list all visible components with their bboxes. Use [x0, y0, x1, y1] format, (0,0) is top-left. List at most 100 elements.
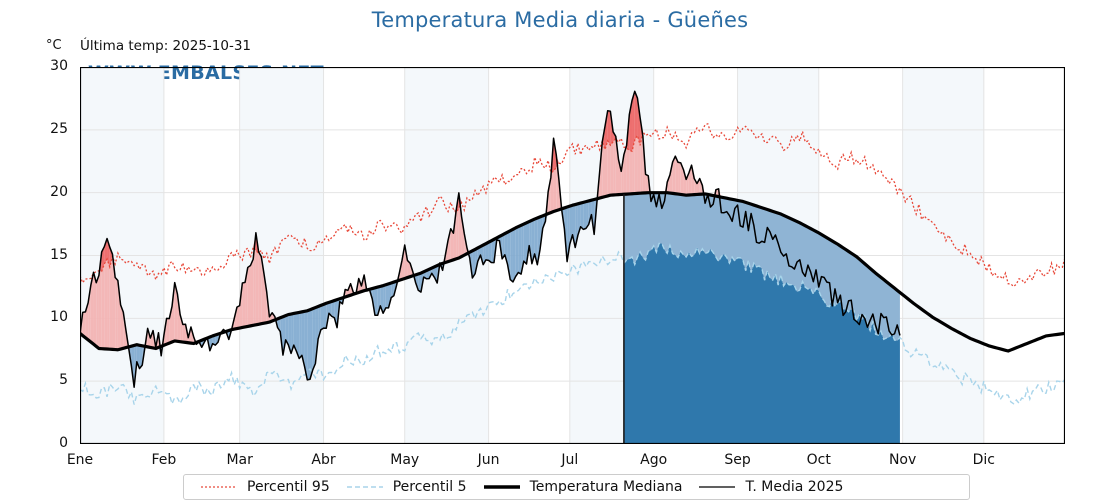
anomaly-cold-fill [315, 306, 319, 364]
anomaly-warm-fill [98, 251, 102, 349]
y-tick-label: 20 [50, 183, 68, 200]
anomaly-warm-fill [180, 314, 183, 343]
plot-frame [80, 67, 1065, 444]
anomaly-warm-fill [250, 259, 254, 326]
anomaly-warm-fill [618, 159, 622, 195]
anomaly-warm-fill [645, 174, 649, 193]
anomaly-warm-fill [90, 272, 94, 345]
anomaly-cold-fill [323, 303, 327, 329]
anomaly-warm-fill [458, 192, 462, 259]
legend-label: Percentil 95 [247, 479, 330, 495]
anomaly-warm-fill [548, 177, 551, 214]
anomaly-cold-fill [293, 312, 297, 352]
anomaly-warm-fill [109, 247, 113, 350]
anomaly-cold-fill [477, 246, 481, 262]
anomaly-cold-fill [296, 312, 300, 359]
anomaly-cold-fill [523, 222, 527, 265]
anomaly-cold-fill [312, 307, 316, 370]
anomaly-warm-fill [613, 131, 616, 196]
last-temp-label: Última temp: 2025-10-31 [80, 38, 252, 54]
x-tick-label: Jun [477, 452, 500, 468]
anomaly-warm-fill [172, 282, 175, 343]
anomaly-warm-fill [699, 178, 703, 195]
anomaly-warm-fill [115, 277, 118, 350]
anomaly-warm-fill [407, 260, 411, 278]
y-tick-label: 5 [59, 372, 68, 389]
anomaly-warm-fill [177, 293, 181, 342]
legend-item[interactable]: Percentil 5 [330, 475, 467, 499]
anomaly-cold-fill [291, 313, 294, 354]
anomaly-cold-fill [534, 217, 538, 265]
anomaly-cold-fill [334, 299, 338, 328]
anomaly-warm-fill [680, 162, 684, 195]
anomaly-cold-fill [139, 345, 143, 369]
anomaly-warm-fill [264, 273, 267, 324]
y-tick-label: 0 [59, 435, 68, 451]
median-to-p5-fill [623, 192, 900, 341]
legend-swatch-icon [346, 486, 383, 488]
anomaly-extreme-fill [453, 209, 457, 213]
anomaly-cold-fill [502, 233, 505, 259]
anomaly-warm-fill [120, 304, 124, 350]
anomaly-cold-fill [588, 200, 592, 225]
anomaly-warm-fill [596, 172, 600, 199]
anomaly-cold-fill [282, 315, 286, 356]
anomaly-warm-fill [93, 272, 97, 347]
anomaly-cold-fill [328, 301, 332, 317]
x-tick-label: Jul [561, 452, 579, 468]
anomaly-warm-fill [174, 282, 178, 342]
anomaly-cold-fill [331, 300, 335, 318]
y-axis-unit-label: °C [46, 38, 62, 53]
legend-label: T. Media 2025 [745, 479, 844, 495]
anomaly-extreme-fill [101, 246, 105, 272]
anomaly-cold-fill [212, 335, 216, 346]
x-tick-label: Sep [724, 452, 751, 468]
legend-item[interactable]: Percentil 95 [184, 475, 330, 499]
anomaly-warm-fill [675, 156, 679, 195]
anomaly-cold-fill [304, 310, 308, 380]
legend-swatch-icon [699, 486, 736, 488]
chart-svg [80, 67, 1065, 444]
x-tick-label: Ene [66, 452, 94, 468]
anomaly-warm-fill [615, 136, 619, 195]
anomaly-warm-fill [402, 245, 405, 280]
legend-swatch-icon [483, 485, 520, 489]
anomaly-warm-fill [82, 311, 86, 338]
anomaly-warm-fill [101, 246, 105, 349]
anomaly-warm-fill [448, 228, 451, 262]
x-tick-label: Ago [640, 452, 668, 468]
legend-item[interactable]: Temperatura Mediana [467, 475, 682, 499]
anomaly-cold-fill [529, 220, 532, 264]
x-tick-label: Oct [806, 452, 831, 468]
anomaly-warm-fill [404, 245, 408, 279]
anomaly-cold-fill [374, 287, 378, 316]
legend-label: Percentil 5 [392, 479, 467, 495]
anomaly-warm-fill [247, 265, 251, 327]
anomaly-cold-fill [485, 242, 489, 261]
series-line-percentil-5 [80, 242, 1065, 406]
y-tick-label: 10 [50, 309, 68, 326]
anomaly-warm-fill [691, 165, 695, 195]
anomaly-warm-fill [96, 275, 99, 349]
anomaly-cold-fill [320, 304, 324, 330]
x-tick-label: May [390, 452, 420, 468]
legend-item[interactable]: T. Media 2025 [682, 475, 843, 499]
x-tick-label: Abr [311, 452, 336, 468]
anomaly-cold-fill [491, 239, 495, 263]
anomaly-cold-fill [488, 240, 492, 263]
y-tick-label: 30 [50, 58, 68, 74]
anomaly-warm-fill [112, 254, 116, 350]
anomaly-warm-fill [182, 324, 186, 343]
anomaly-cold-fill [518, 225, 522, 275]
anomaly-cold-fill [583, 201, 587, 230]
anomaly-warm-fill [683, 169, 687, 196]
anomaly-cold-fill [586, 200, 589, 229]
anomaly-cold-fill [301, 311, 305, 367]
plot-area [80, 67, 1065, 444]
anomaly-cold-fill [472, 249, 476, 279]
legend-swatch-icon [201, 486, 237, 488]
anomaly-cold-fill [385, 283, 389, 308]
anomaly-warm-fill [667, 174, 670, 194]
anomaly-extreme-fill [604, 110, 608, 150]
